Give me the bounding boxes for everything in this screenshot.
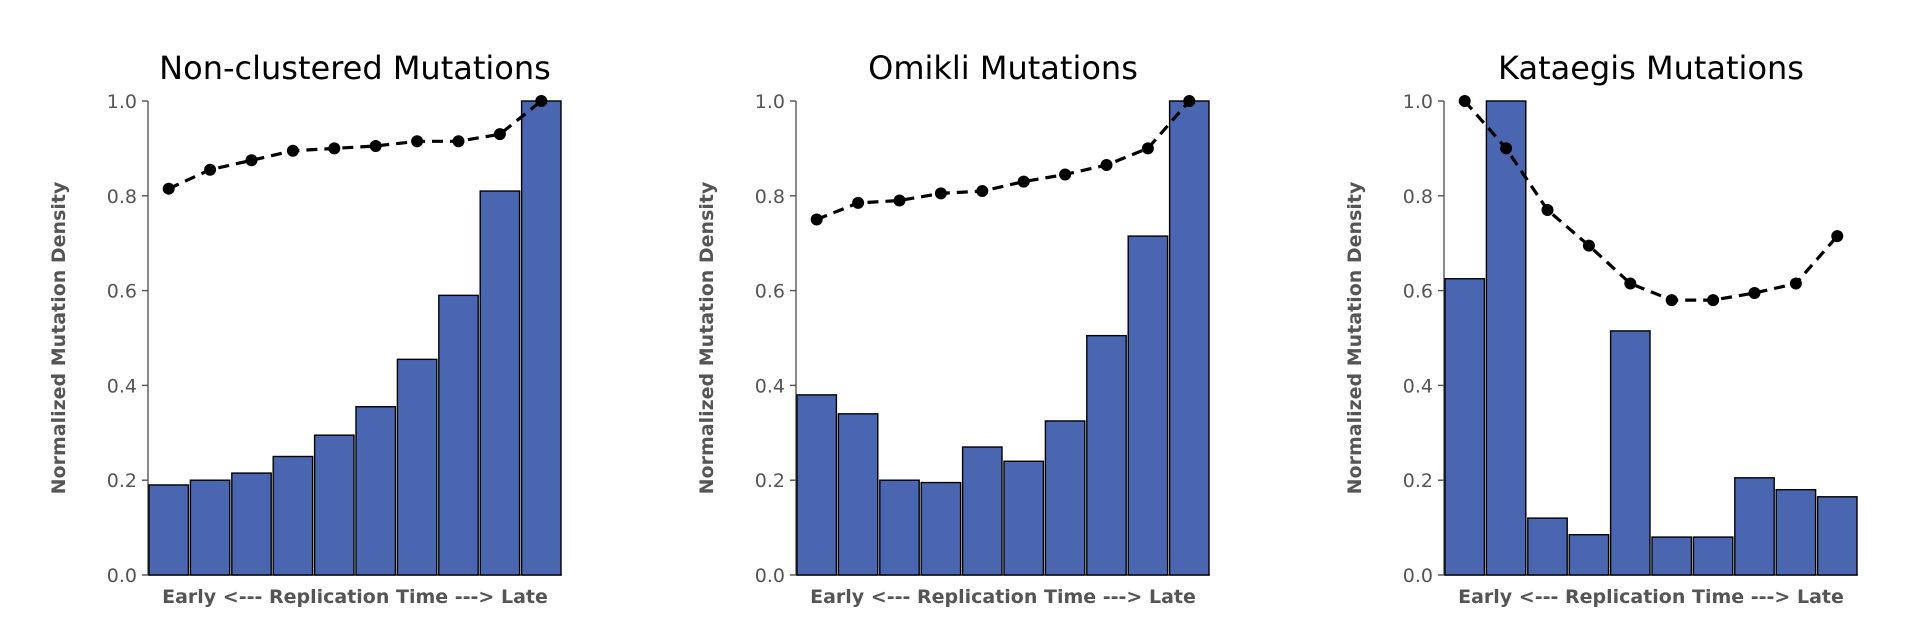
trend-point <box>493 128 506 141</box>
bar <box>520 100 562 576</box>
bar <box>1485 100 1527 576</box>
bar <box>148 484 190 576</box>
y-tick-label: 0.6 <box>107 281 137 303</box>
trend-point <box>1017 175 1030 188</box>
y-axis-label: Normalized Mutation Density <box>696 181 718 494</box>
bar <box>1444 278 1486 576</box>
trend-point <box>1100 158 1113 171</box>
bar <box>396 358 438 576</box>
y-tick-label: 0.6 <box>1403 281 1433 303</box>
y-tick-label: 0.0 <box>755 565 785 587</box>
bar <box>1127 235 1169 576</box>
bar <box>1816 496 1858 576</box>
y-tick-label: 0.2 <box>107 470 137 492</box>
trend-line <box>1463 99 1839 302</box>
trend-point <box>204 163 217 176</box>
bar <box>1692 536 1734 576</box>
trend-point <box>1789 277 1802 290</box>
trend-point <box>411 135 424 148</box>
bar <box>231 472 272 576</box>
chart-title: Omikli Mutations <box>868 49 1138 87</box>
bar <box>1775 488 1817 576</box>
bar <box>1527 517 1568 576</box>
trend-point <box>1059 168 1072 181</box>
bar <box>1734 477 1775 576</box>
y-tick-label: 0.8 <box>1403 186 1433 208</box>
trend-point <box>1707 294 1720 307</box>
trend-point <box>1141 142 1154 155</box>
y-tick-label: 0.4 <box>1403 375 1433 397</box>
y-tick-label: 0.8 <box>755 186 785 208</box>
chart-title: Kataegis Mutations <box>1498 49 1804 87</box>
bar <box>920 481 962 576</box>
trend-point <box>893 194 906 207</box>
y-tick-label: 0.2 <box>755 470 785 492</box>
bar <box>879 479 920 576</box>
bar <box>1086 334 1127 576</box>
trend-point <box>1541 204 1554 217</box>
trend-line <box>816 99 1191 221</box>
trend-line <box>168 99 543 191</box>
bar <box>1609 330 1651 576</box>
trend-point <box>1665 294 1678 307</box>
trend-point <box>934 187 947 200</box>
trend-point <box>369 140 382 153</box>
trend-point <box>976 185 989 198</box>
bar <box>961 446 1003 576</box>
trend-point <box>328 142 341 155</box>
y-tick-label: 1.0 <box>1403 91 1433 113</box>
y-tick-label: 0.0 <box>1403 565 1433 587</box>
y-tick-label: 1.0 <box>107 91 137 113</box>
trend-point <box>286 144 299 157</box>
bar <box>272 455 314 576</box>
trend-point <box>810 213 823 226</box>
bar <box>479 190 521 576</box>
y-tick-label: 0.8 <box>107 186 137 208</box>
bar <box>438 294 479 576</box>
bar <box>313 434 355 576</box>
x-axis-label: Early <--- Replication Time ---> Late <box>1458 586 1844 608</box>
y-tick-label: 0.2 <box>1403 470 1433 492</box>
bar <box>796 394 838 576</box>
trend-point <box>852 196 865 209</box>
trend-point <box>245 154 258 167</box>
y-tick-label: 0.4 <box>755 375 785 397</box>
trend-point <box>535 95 548 107</box>
bar <box>1651 536 1693 576</box>
bar <box>1168 100 1210 576</box>
trend-point <box>1582 239 1595 252</box>
trend-point <box>162 182 175 195</box>
bar <box>355 406 397 576</box>
bar <box>1568 534 1610 576</box>
y-tick-label: 0.6 <box>755 281 785 303</box>
y-tick-label: 0.0 <box>107 565 137 587</box>
trend-point <box>1624 277 1637 290</box>
trend-point <box>1831 230 1844 243</box>
y-tick-label: 0.4 <box>107 375 137 397</box>
x-axis-label: Early <--- Replication Time ---> Late <box>810 586 1196 608</box>
trend-point <box>1748 286 1761 299</box>
bar <box>1044 420 1086 576</box>
y-axis-label: Normalized Mutation Density <box>48 181 70 494</box>
trend-point <box>1458 95 1471 107</box>
bar <box>837 413 879 576</box>
y-axis-label: Normalized Mutation Density <box>1344 181 1366 494</box>
x-axis-label: Early <--- Replication Time ---> Late <box>162 586 548 608</box>
y-tick-label: 1.0 <box>755 91 785 113</box>
trend-point <box>1183 95 1196 107</box>
trend-point <box>1500 142 1513 155</box>
bar <box>1003 460 1045 576</box>
bar <box>189 479 231 576</box>
trend-point <box>452 135 465 148</box>
chart-title: Non-clustered Mutations <box>159 49 551 87</box>
